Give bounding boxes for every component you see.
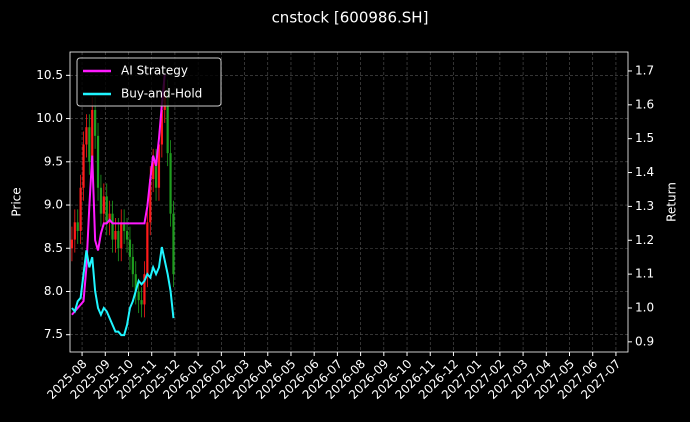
candle-body — [149, 179, 152, 223]
candle-body — [85, 127, 88, 145]
candle-body — [102, 196, 105, 214]
y2-tick-label: 1.3 — [635, 199, 654, 213]
y-axis-label: Price — [10, 187, 24, 216]
candle-body — [96, 135, 100, 188]
y-tick-label: 9.5 — [44, 154, 63, 168]
candle-body — [134, 274, 137, 292]
candle-body — [172, 213, 175, 275]
y-tick-label: 10.5 — [36, 68, 63, 82]
legend-label: AI Strategy — [121, 64, 188, 78]
candle-body — [128, 239, 132, 257]
y2-tick-label: 1.4 — [635, 165, 654, 179]
candle-body — [166, 92, 169, 154]
y-tick-label: 8.0 — [44, 284, 63, 298]
candle-body — [94, 109, 97, 136]
candle-body — [91, 109, 94, 162]
candle-body — [123, 222, 126, 231]
candle-body — [120, 222, 123, 249]
series-line — [71, 246, 175, 337]
y-tick-label: 7.5 — [44, 327, 63, 341]
legend-box — [76, 57, 222, 107]
candle-body — [143, 274, 146, 305]
series-line — [71, 74, 166, 316]
y2-tick-label: 1.2 — [635, 233, 654, 247]
plot-frame — [69, 51, 629, 353]
candle-body — [73, 222, 76, 240]
candle-body — [108, 213, 111, 223]
y2-tick-label: 0.9 — [635, 334, 654, 348]
candle-body — [88, 127, 91, 162]
legend: AI Strategy Buy-and-Hold — [76, 57, 222, 107]
y2-tick-label: 1.7 — [635, 63, 654, 77]
candle-body — [157, 144, 161, 188]
candle-body — [105, 196, 108, 223]
candle-body — [117, 230, 120, 249]
candle-body — [99, 187, 103, 214]
y2-tick-label: 1.1 — [635, 267, 654, 281]
legend-label: Buy-and-Hold — [121, 87, 202, 101]
candle-body — [76, 222, 79, 231]
candle-body — [70, 239, 74, 249]
y2-tick-label: 1.0 — [635, 300, 654, 314]
y-tick-label: 8.5 — [44, 241, 63, 255]
chart-title: cnstock [600986.SH] — [272, 9, 429, 27]
candle-body — [137, 291, 140, 301]
y2-axis-label: Return — [665, 182, 679, 222]
y-tick-label: 10.0 — [36, 111, 63, 125]
candle-body — [82, 144, 85, 188]
candle-body — [169, 153, 172, 214]
y2-tick-label: 1.5 — [635, 131, 654, 145]
candle-body — [131, 256, 134, 275]
candle-body — [160, 109, 163, 145]
candle-body — [114, 230, 117, 240]
candle-body — [152, 161, 155, 180]
candle-body — [140, 300, 143, 305]
candle-body — [146, 222, 149, 275]
y2-tick-label: 1.6 — [635, 97, 654, 111]
candle-body — [154, 161, 158, 188]
candle-body — [111, 213, 114, 240]
candle-body — [79, 187, 82, 231]
y-tick-label: 9.0 — [44, 198, 63, 212]
candle-body — [125, 230, 129, 240]
